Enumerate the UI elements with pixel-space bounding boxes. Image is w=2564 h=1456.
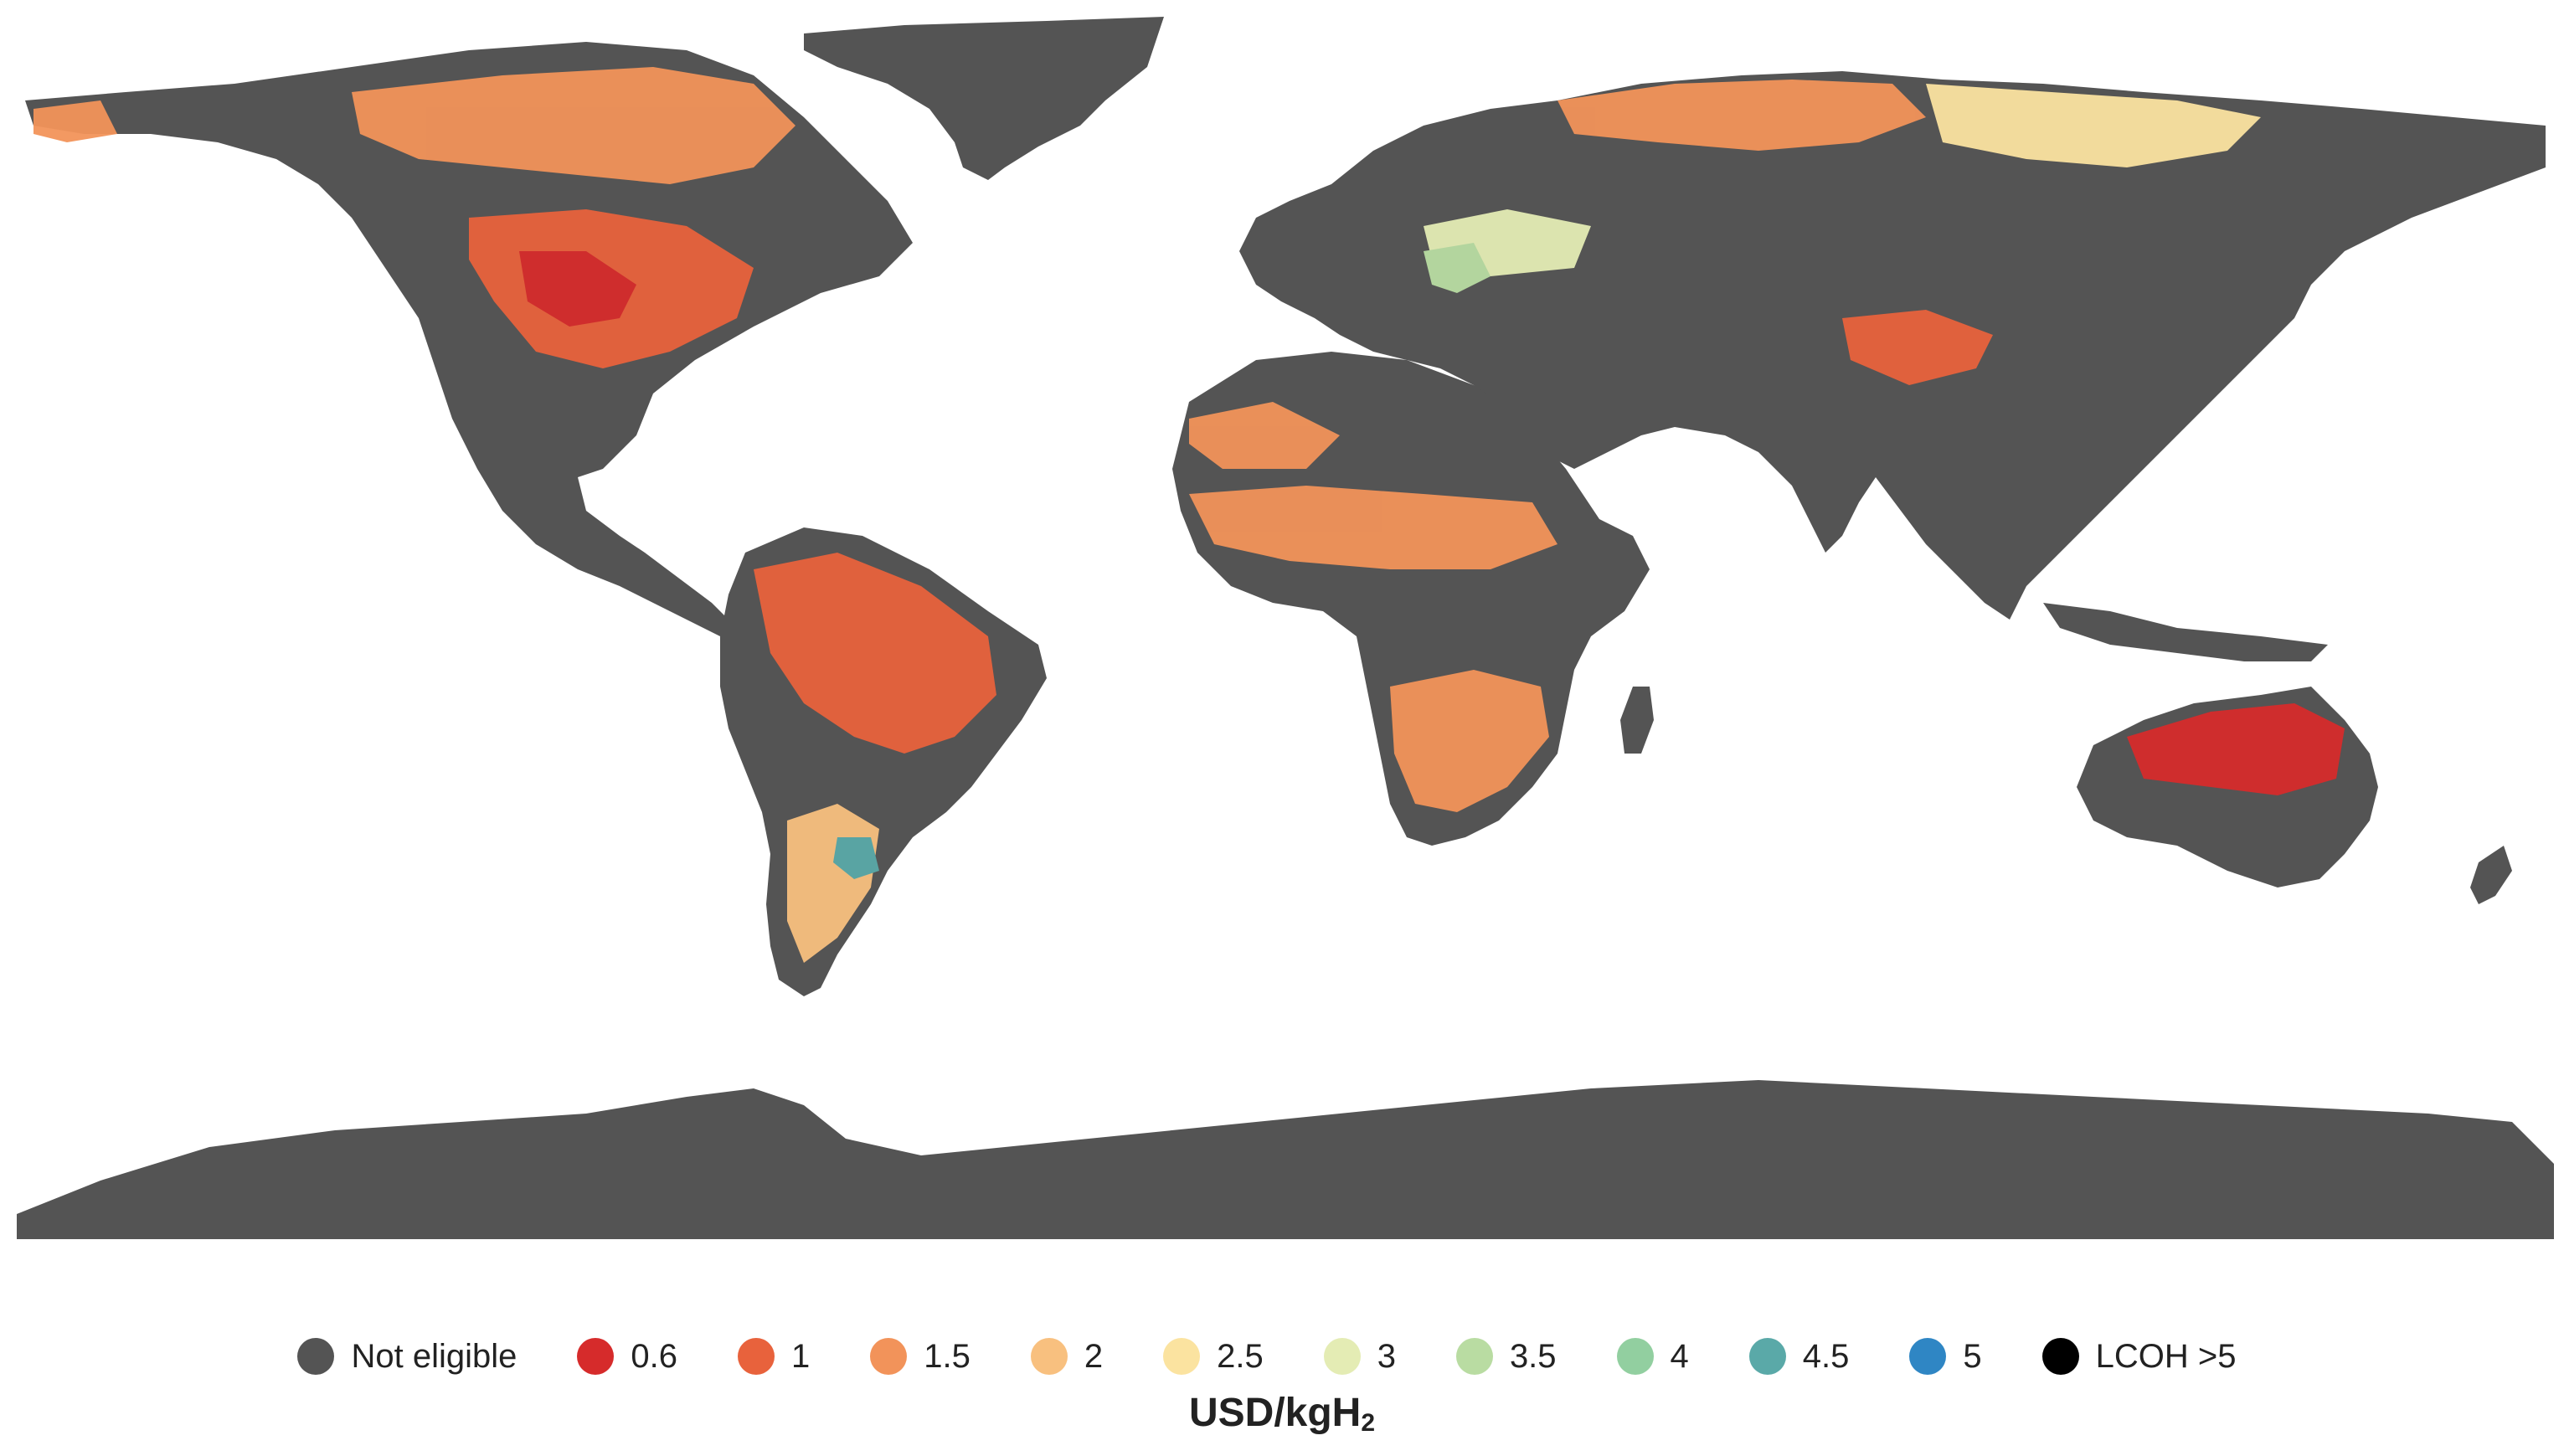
legend-swatch: [577, 1338, 615, 1375]
legend-item-1-5: 1.5: [870, 1338, 971, 1376]
legend-item-1: 1: [737, 1337, 811, 1376]
legend-label: 1.5: [924, 1337, 971, 1375]
legend-swatch: [1748, 1338, 1786, 1375]
legend-swatch: [297, 1338, 335, 1375]
legend-swatch: [1455, 1338, 1493, 1375]
legend-label: 0.6: [631, 1337, 677, 1375]
legend-label: 2: [1084, 1337, 1104, 1375]
legend-item-4-5: 4.5: [1748, 1337, 1850, 1376]
legend-swatch: [1616, 1338, 1654, 1375]
legend: Not eligible 0.6 1 1.5 2 2.5 3 3.5 4 4.5…: [0, 1331, 2564, 1381]
new-zealand: [2470, 846, 2512, 904]
legend-swatch: [1030, 1338, 1068, 1375]
legend-label: Not eligible: [351, 1337, 517, 1375]
legend-item-0-6: 0.6: [577, 1338, 677, 1376]
legend-item-2-5: 2.5: [1163, 1338, 1264, 1376]
antarctica: [17, 1080, 2554, 1239]
legend-label: 4: [1670, 1337, 1689, 1375]
legend-item-not-eligible: Not eligible: [297, 1338, 517, 1376]
unit-main: USD/kgH: [1188, 1391, 1362, 1435]
legend-swatch: [870, 1338, 908, 1375]
legend-item-4: 4: [1616, 1337, 1689, 1376]
legend-label: 1: [790, 1337, 811, 1375]
unit-label: USD/kgH2: [0, 1390, 2564, 1438]
legend-swatch: [737, 1338, 775, 1375]
legend-item-5: 5: [1909, 1337, 1982, 1376]
legend-item-lcoh-gt5: LCOH >5: [2041, 1337, 2237, 1376]
legend-item-3: 3: [1323, 1337, 1396, 1376]
legend-swatch: [1163, 1338, 1201, 1375]
legend-swatch: [1323, 1338, 1361, 1375]
lcoh-overlay: [33, 67, 2345, 963]
legend-swatch: [1909, 1338, 1947, 1375]
greenland: [804, 17, 1164, 180]
legend-label: 3: [1377, 1337, 1396, 1375]
legend-label: 2.5: [1217, 1337, 1264, 1375]
north-america: [25, 42, 913, 636]
unit-subscript: 2: [1361, 1409, 1376, 1437]
legend-label: 3.5: [1509, 1337, 1557, 1375]
legend-item-3-5: 3.5: [1455, 1337, 1557, 1376]
legend-label: 5: [1963, 1337, 1982, 1375]
madagascar: [1620, 687, 1654, 754]
world-lcoh-map: [17, 17, 2554, 1239]
legend-label: 4.5: [1802, 1337, 1850, 1375]
legend-label: LCOH >5: [2095, 1337, 2237, 1375]
legend-swatch: [2041, 1338, 2079, 1375]
legend-item-2: 2: [1030, 1337, 1104, 1376]
indonesia: [2043, 603, 2328, 661]
